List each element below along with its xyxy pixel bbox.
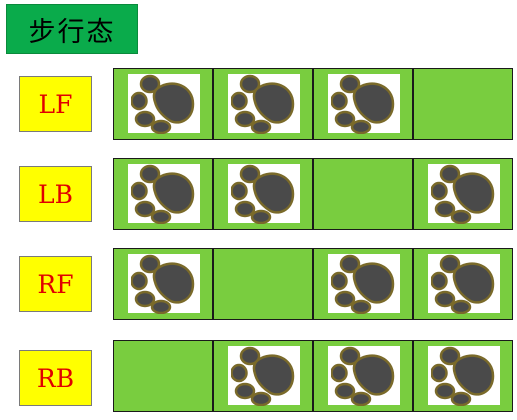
gait-cell-lf-3 (313, 68, 413, 140)
paw-print-icon (328, 346, 400, 406)
gait-cell-lf-2 (213, 68, 313, 140)
gait-cell-rb-4 (413, 340, 513, 412)
gait-cell-rf-4 (413, 248, 513, 320)
gait-cell-lb-4 (413, 158, 513, 230)
gait-cell-lb-3 (313, 158, 413, 230)
leg-label-rb: RB (19, 350, 92, 406)
paw-print-icon (328, 74, 400, 134)
page-title: 步行态 (6, 4, 138, 54)
gait-cell-rf-1 (113, 248, 213, 320)
leg-label-lb: LB (19, 166, 92, 222)
gait-cell-lb-1 (113, 158, 213, 230)
gait-cell-rb-1 (113, 340, 213, 412)
gait-cell-rf-2 (213, 248, 313, 320)
paw-print-icon (128, 164, 200, 224)
paw-print-icon (328, 254, 400, 314)
paw-print-icon (128, 74, 200, 134)
paw-print-icon (428, 164, 500, 224)
paw-print-icon (128, 254, 200, 314)
paw-print-icon (428, 346, 500, 406)
paw-print-icon (228, 74, 300, 134)
gait-cell-lf-4 (413, 68, 513, 140)
paw-print-icon (228, 346, 300, 406)
paw-print-icon (428, 254, 500, 314)
gait-cell-rb-3 (313, 340, 413, 412)
gait-cell-rf-3 (313, 248, 413, 320)
leg-label-lf: LF (19, 76, 92, 132)
gait-cell-lb-2 (213, 158, 313, 230)
gait-cell-lf-1 (113, 68, 213, 140)
leg-label-rf: RF (19, 256, 92, 312)
gait-cell-rb-2 (213, 340, 313, 412)
paw-print-icon (228, 164, 300, 224)
